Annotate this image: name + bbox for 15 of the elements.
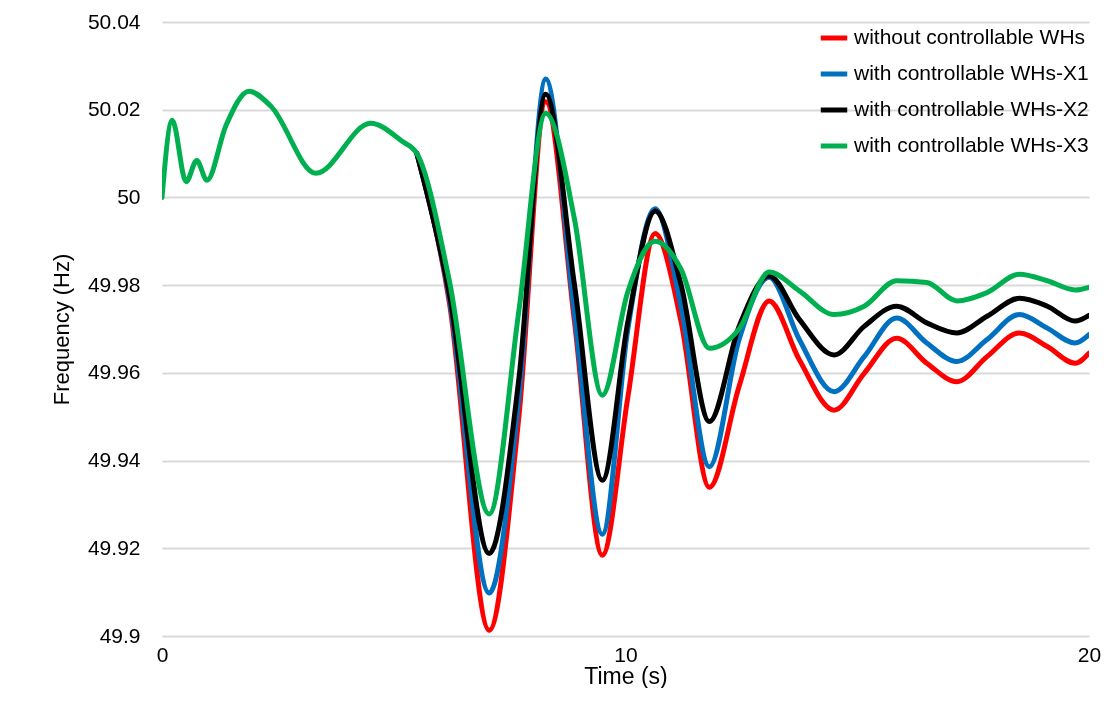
y-tick-label: 49.9	[99, 623, 141, 647]
x-tick-label: 20	[1077, 642, 1102, 666]
y-tick-label: 49.96	[87, 360, 141, 384]
y-tick-label: 50	[117, 184, 141, 208]
y-axis-title: Frequency (Hz)	[48, 253, 74, 406]
x-tick-label: 0	[156, 642, 169, 666]
y-tick-label: 49.98	[87, 272, 141, 296]
y-tick-label: 49.92	[87, 535, 141, 559]
y-tick-label: 49.94	[87, 448, 141, 472]
legend-label: with controllable WHs-X1	[853, 61, 1089, 84]
y-tick-label: 50.04	[87, 9, 141, 33]
legend-label: without controllable WHs	[853, 25, 1086, 48]
legend-label: with controllable WHs-X2	[853, 97, 1089, 120]
y-tick-label: 50.02	[87, 97, 141, 121]
legend-label: with controllable WHs-X3	[853, 133, 1089, 156]
